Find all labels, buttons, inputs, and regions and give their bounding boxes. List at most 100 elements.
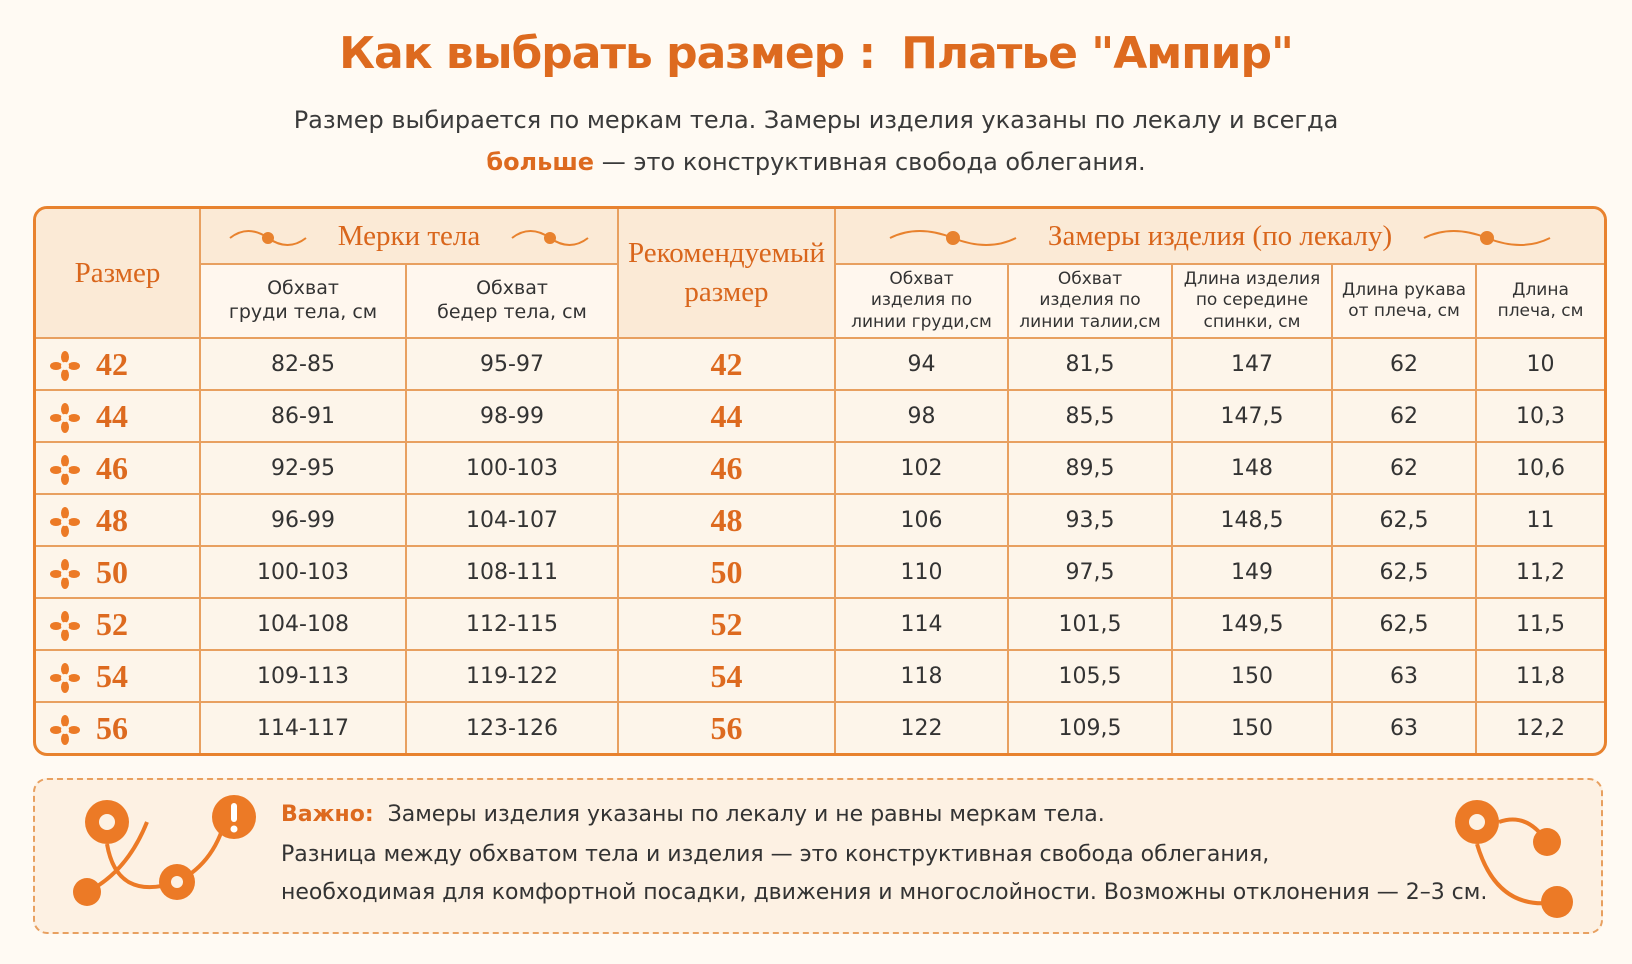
note-box: Важно: Замеры изделия указаны по лекалу и… <box>33 778 1603 934</box>
table-cell: 108-111 <box>407 547 619 599</box>
table-row: 44 86-91 98-99 44 98 85,5 147,5 62 10,3 <box>36 391 1605 443</box>
cell-text: 114-117 <box>257 715 349 741</box>
column-header: Обхват изделия по линии талии,см <box>1009 265 1173 339</box>
cell-text: 109-113 <box>257 663 349 689</box>
flower-icon <box>50 611 80 641</box>
column-header: Длина рукава от плеча, см <box>1333 265 1477 339</box>
subtitle-emphasis: больше <box>486 148 595 176</box>
cell-text: 52 <box>96 605 128 642</box>
cell-text: 62,5 <box>1379 559 1429 585</box>
cell-text: 98 <box>907 403 936 429</box>
column-header: Длина изделия по середине спинки, см <box>1173 265 1333 339</box>
cell-text: 56 <box>710 709 743 746</box>
cell-text: 123-126 <box>466 715 558 741</box>
table-cell: 63 <box>1333 703 1477 753</box>
table-cell: 11 <box>1477 495 1605 547</box>
table-cell: 112-115 <box>407 599 619 651</box>
size-cell: 44 <box>619 391 836 443</box>
cell-text: 11 <box>1526 507 1555 533</box>
group-header: Рекомендуемый размер <box>619 209 836 339</box>
cell-text: 94 <box>907 351 936 377</box>
size-cell: 56 <box>36 703 201 753</box>
table-cell: 11,2 <box>1477 547 1605 599</box>
table-cell: 110 <box>836 547 1009 599</box>
cell-text: 93,5 <box>1065 507 1115 533</box>
flower-icon <box>50 663 80 693</box>
cell-text: 104-107 <box>466 507 558 533</box>
table-cell: 96-99 <box>201 495 407 547</box>
cell-text: 62 <box>1390 351 1418 377</box>
table-cell: 86-91 <box>201 391 407 443</box>
table-cell: 10,6 <box>1477 443 1605 495</box>
note-line: Разница между обхватом тела и изделия — … <box>281 842 1270 867</box>
flower-icon <box>50 403 80 433</box>
cell-text: 149 <box>1231 559 1273 585</box>
table-cell: 105,5 <box>1009 651 1173 703</box>
table-cell: 98-99 <box>407 391 619 443</box>
table-row: 46 92-95 100-103 46 102 89,5 148 62 10,6 <box>36 443 1605 495</box>
cell-text: 112-115 <box>466 611 558 637</box>
cell-text: 119-122 <box>466 663 558 689</box>
table-cell: 63 <box>1333 651 1477 703</box>
table-cell: 148 <box>1173 443 1333 495</box>
size-cell: 42 <box>36 339 201 391</box>
table-cell: 62,5 <box>1333 495 1477 547</box>
table-cell: 11,8 <box>1477 651 1605 703</box>
cell-text: 150 <box>1231 663 1273 689</box>
table-cell: 10 <box>1477 339 1605 391</box>
cell-text: 109,5 <box>1058 715 1122 741</box>
cell-text: 85,5 <box>1065 403 1115 429</box>
size-cell: 54 <box>36 651 201 703</box>
cell-text: 101,5 <box>1058 611 1122 637</box>
cell-text: 122 <box>900 715 943 741</box>
table-cell: 62 <box>1333 391 1477 443</box>
cell-text: 46 <box>96 449 128 486</box>
cell-text: 44 <box>96 397 128 434</box>
size-cell: 50 <box>36 547 201 599</box>
subtitle-text: — это конструктивная свобода облегания. <box>601 148 1146 176</box>
cell-text: 81,5 <box>1065 351 1115 377</box>
column-header: Длина плеча, см <box>1477 265 1605 339</box>
size-cell: 48 <box>619 495 836 547</box>
cell-text: 92-95 <box>271 455 335 481</box>
cell-text: 110 <box>900 559 943 585</box>
table-cell: 122 <box>836 703 1009 753</box>
table-cell: 150 <box>1173 651 1333 703</box>
note-label: Важно: <box>281 802 374 827</box>
cell-text: 62,5 <box>1379 507 1429 533</box>
table-cell: 104-107 <box>407 495 619 547</box>
cell-text: 114 <box>900 611 943 637</box>
flower-icon <box>50 455 80 485</box>
table-cell: 95-97 <box>407 339 619 391</box>
table-cell: 109,5 <box>1009 703 1173 753</box>
cell-text: 95-97 <box>480 351 544 377</box>
table-cell: 11,5 <box>1477 599 1605 651</box>
group-title: Мерки тела <box>337 219 481 252</box>
cell-text: 82-85 <box>271 351 335 377</box>
table-cell: 148,5 <box>1173 495 1333 547</box>
table-cell: 85,5 <box>1009 391 1173 443</box>
table-cell: 97,5 <box>1009 547 1173 599</box>
table-cell: 147 <box>1173 339 1333 391</box>
size-cell: 46 <box>619 443 836 495</box>
subtitle: Размер выбирается по меркам тела. Замеры… <box>293 106 1339 134</box>
ornament <box>73 800 229 906</box>
size-cell: 46 <box>36 443 201 495</box>
table-cell: 89,5 <box>1009 443 1173 495</box>
size-cell: 52 <box>619 599 836 651</box>
table-cell: 12,2 <box>1477 703 1604 753</box>
cell-text: 102 <box>900 455 943 481</box>
flower-icon <box>50 559 80 589</box>
table-row: 42 82-85 95-97 42 94 81,5 147 62 10 <box>36 339 1605 391</box>
cell-text: 100-103 <box>257 559 349 585</box>
note-text: Замеры изделия указаны по лекалу и не ра… <box>387 802 1105 827</box>
table-row: 52 104-108 112-115 52 114 101,5 149,5 62,5 11,5 <box>36 599 1605 651</box>
cell-text: 118 <box>900 663 943 689</box>
table-cell: 92-95 <box>201 443 407 495</box>
title: Как выбрать размер : Платье "Ампир" <box>0 28 1632 79</box>
cell-text: 89,5 <box>1065 455 1115 481</box>
table-cell: 109-113 <box>201 651 407 703</box>
table-cell: 106 <box>836 495 1009 547</box>
table-row: 48 96-99 104-107 48 106 93,5 148,5 62,5 11 <box>36 495 1605 547</box>
cell-text: 150 <box>1231 715 1273 741</box>
